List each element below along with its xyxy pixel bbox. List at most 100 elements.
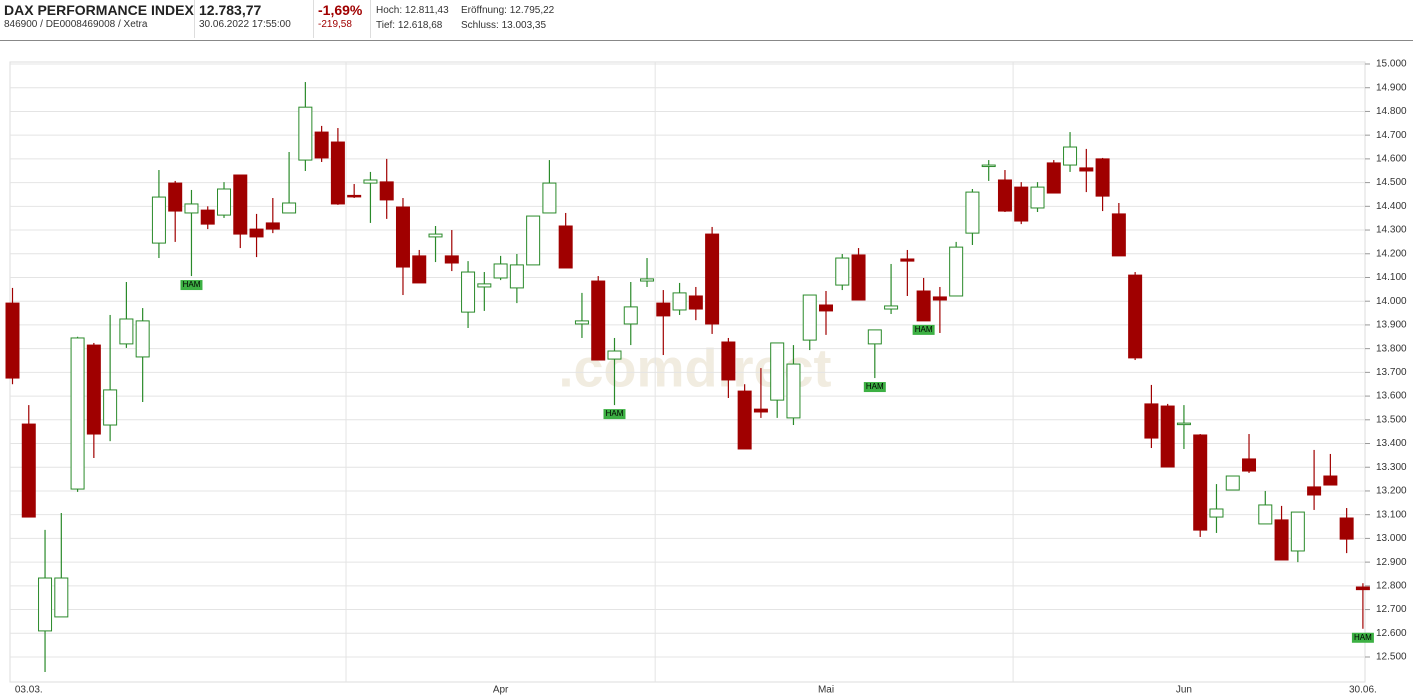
- x-tick-label: Jun: [1176, 685, 1192, 696]
- candle-body: [363, 179, 378, 184]
- annotation: HAM: [183, 280, 201, 289]
- x-tick-label: Apr: [493, 685, 509, 696]
- candle-body: [217, 188, 232, 216]
- candle-body: [932, 296, 947, 301]
- candle-body: [1242, 458, 1257, 472]
- y-tick-label: 13.600: [1376, 391, 1407, 402]
- header: DAX PERFORMANCE INDEX 846900 / DE0008469…: [0, 0, 1413, 41]
- y-tick-label: 13.400: [1376, 438, 1407, 449]
- candle-body: [119, 318, 134, 345]
- candle-body: [21, 423, 36, 518]
- candle-body: [54, 577, 69, 618]
- x-tick-label: 30.06.: [1349, 685, 1377, 696]
- candle-body: [949, 246, 964, 297]
- annotation: HAM: [1354, 633, 1372, 642]
- candle-body: [867, 329, 882, 345]
- y-tick-label: 14.000: [1376, 296, 1407, 307]
- y-tick-label: 14.800: [1376, 106, 1407, 117]
- annotation-box: [1351, 632, 1374, 643]
- candle-body: [461, 271, 476, 313]
- candle-body: [103, 389, 118, 426]
- candle-body: [1209, 508, 1224, 518]
- candle-body: [1274, 519, 1289, 561]
- y-tick-label: 14.300: [1376, 225, 1407, 236]
- candle-body: [200, 209, 215, 225]
- price: 12.783,77: [199, 2, 262, 18]
- candle-body: [1193, 434, 1208, 531]
- instrument-cell: DAX PERFORMANCE INDEX 846900 / DE0008469…: [0, 0, 195, 38]
- y-tick-label: 15.000: [1376, 59, 1407, 70]
- candle-body: [656, 302, 671, 317]
- candle-body: [38, 577, 53, 632]
- candle-body: [1014, 186, 1029, 222]
- prev-close: Schluss: 13.003,35: [461, 20, 547, 31]
- y-tick-label: 13.100: [1376, 509, 1407, 520]
- instrument-name: DAX PERFORMANCE INDEX: [4, 2, 194, 18]
- candle-body: [1030, 186, 1045, 209]
- candle-body: [786, 363, 801, 419]
- y-tick-label: 13.900: [1376, 320, 1407, 331]
- candle-body: [623, 306, 638, 325]
- candle-body: [135, 320, 150, 358]
- candle-body: [168, 182, 183, 212]
- candle-body: [298, 106, 313, 161]
- candle-body: [851, 254, 866, 301]
- annotation-box: [603, 409, 626, 420]
- candle-body: [640, 278, 655, 282]
- candle-body: [395, 206, 410, 268]
- candle-body: [1144, 403, 1159, 439]
- candle-body: [1046, 162, 1061, 194]
- y-tick-label: 14.100: [1376, 272, 1407, 283]
- y-tick-label: 13.000: [1376, 533, 1407, 544]
- instrument-ids: 846900 / DE0008469008 / Xetra: [4, 19, 148, 30]
- candle-body: [1176, 422, 1191, 426]
- datetime: 30.06.2022 17:55:00: [199, 19, 291, 30]
- candle-body: [1160, 405, 1175, 468]
- y-tick-label: 14.200: [1376, 248, 1407, 259]
- day-low: Tief: 12.618,68: [376, 20, 443, 31]
- candle-body: [705, 233, 720, 325]
- candle-body: [819, 304, 833, 312]
- candle-body: [493, 263, 508, 279]
- candle-body: [412, 255, 427, 284]
- change-pct: -1,69%: [318, 2, 363, 18]
- candle-body: [151, 196, 166, 244]
- annotation: HAM: [866, 382, 884, 391]
- annotation: HAM: [606, 409, 624, 418]
- candle-body: [444, 255, 459, 264]
- x-tick-label: Mai: [818, 685, 834, 696]
- candle-body: [688, 295, 703, 310]
- candle-body: [981, 164, 996, 168]
- candle-body: [835, 257, 850, 286]
- y-tick-label: 14.900: [1376, 82, 1407, 93]
- candle-body: [86, 344, 101, 435]
- candle-body: [1111, 213, 1126, 257]
- candle-body: [184, 203, 199, 214]
- y-tick-label: 13.500: [1376, 414, 1407, 425]
- candle-body: [1323, 475, 1338, 486]
- annotation-box: [180, 280, 203, 291]
- change-abs: -219,58: [318, 19, 352, 30]
- candle-body: [916, 290, 931, 322]
- candle-body: [379, 181, 394, 201]
- y-tick-label: 14.400: [1376, 201, 1407, 212]
- candle-body: [526, 215, 541, 266]
- y-tick-label: 14.600: [1376, 154, 1407, 165]
- candle-body: [753, 408, 768, 413]
- candle-body: [591, 280, 606, 361]
- candle-body: [1339, 517, 1354, 540]
- y-tick-label: 14.500: [1376, 177, 1407, 188]
- candle-body: [884, 305, 899, 310]
- y-tick-label: 12.900: [1376, 557, 1407, 568]
- candle-body: [265, 222, 280, 230]
- candle-body: [721, 341, 736, 381]
- candle-body: [233, 174, 248, 235]
- candle-body: [1225, 475, 1240, 491]
- candle-body: [737, 390, 752, 450]
- candle-body: [70, 337, 85, 490]
- y-tick-label: 12.600: [1376, 628, 1407, 639]
- candle-body: [314, 131, 329, 159]
- candle-body: [477, 283, 492, 288]
